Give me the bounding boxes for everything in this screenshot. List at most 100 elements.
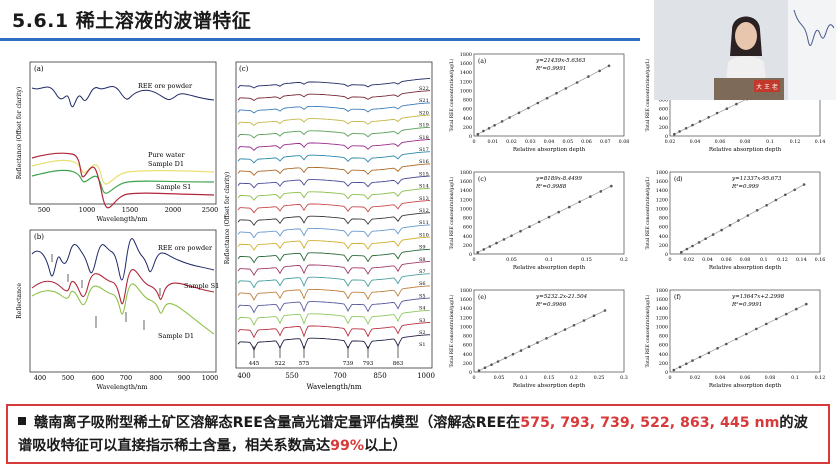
regression-ytick: 1000 bbox=[460, 324, 472, 330]
regression-xtick: 0.12 bbox=[777, 257, 788, 263]
regression-ytick: 600 bbox=[659, 343, 668, 349]
panel-c-sample-label: S6 bbox=[419, 281, 426, 287]
regression-ytick: 1400 bbox=[460, 188, 472, 194]
regression-r2: R²=0.9988 bbox=[535, 183, 567, 190]
regression-point bbox=[545, 337, 548, 340]
regression-point bbox=[716, 347, 719, 350]
regression-point bbox=[495, 241, 498, 245]
regression-point bbox=[476, 251, 480, 254]
regression-point bbox=[598, 69, 601, 73]
regression-ytick: 800 bbox=[463, 334, 472, 340]
panel-a-series-ore bbox=[31, 86, 215, 108]
regression-point bbox=[685, 362, 688, 366]
regression-point bbox=[536, 341, 539, 344]
title-bar: 5.6.1 稀土溶液的波谱特征 bbox=[0, 0, 836, 41]
panel-a-frame bbox=[29, 61, 217, 205]
regression-point bbox=[483, 366, 487, 369]
panel-c-ylabel: Reflectance (Offset for clarity) bbox=[224, 172, 231, 265]
regression-letter: (e) bbox=[478, 294, 486, 301]
panel-c-curve bbox=[237, 309, 431, 327]
caption-highlight-bands: 575, 793, 739, 522, 863, 445 nm bbox=[520, 415, 780, 431]
regression-ytick: 400 bbox=[463, 234, 472, 240]
regression-ytick: 1800 bbox=[656, 288, 668, 294]
regression-xtick: 0.05 bbox=[562, 139, 573, 145]
regression-point bbox=[735, 337, 738, 341]
regression-point bbox=[684, 127, 688, 130]
regression-point bbox=[728, 224, 732, 227]
regression-ytick: 1800 bbox=[656, 170, 668, 176]
panel-b-series-d1 bbox=[31, 283, 215, 335]
regression-xtick: 0.08 bbox=[619, 139, 630, 145]
regression-ytick: 1800 bbox=[460, 52, 472, 58]
regression-point bbox=[691, 359, 694, 362]
nameplate bbox=[754, 80, 780, 92]
panel-a-label-ore: REE ore powder bbox=[138, 82, 193, 90]
regression-point bbox=[678, 130, 681, 133]
regression-point bbox=[537, 220, 541, 224]
regression-xtick: 0 bbox=[472, 257, 475, 263]
regression-xtick: 0.04 bbox=[690, 139, 701, 145]
regression-point bbox=[476, 132, 480, 136]
panel-b-xtick: 1000 bbox=[202, 374, 219, 382]
regression-point bbox=[477, 369, 481, 372]
panel-c-xtick: 850 bbox=[373, 372, 386, 380]
panel-c-curves bbox=[237, 78, 431, 351]
regression-frame bbox=[669, 289, 821, 373]
regression-xtick: 0.02 bbox=[665, 139, 676, 145]
regression-ytick: 0 bbox=[469, 370, 472, 376]
panel-c-curve bbox=[237, 90, 431, 102]
panel-c-xlabel: Wavelength/nm bbox=[306, 383, 361, 391]
regression-xtick: 0.12 bbox=[790, 139, 801, 145]
regression-xtick: 0 bbox=[668, 257, 671, 263]
panel-a-label-s1: Sample S1 bbox=[156, 183, 191, 191]
regression-point bbox=[607, 64, 611, 68]
regression-xtick: 0.14 bbox=[796, 257, 807, 263]
regression-letter: (a) bbox=[478, 58, 486, 65]
regression-point bbox=[737, 219, 740, 222]
regression-ytick: 400 bbox=[659, 234, 668, 240]
regression-ytick: 600 bbox=[659, 225, 668, 231]
panel-c-xticks: 400 550 700 850 1000 bbox=[237, 372, 435, 380]
regression-xtick: 0.2 bbox=[570, 375, 578, 381]
panel-b-xtick: 900 bbox=[178, 374, 190, 382]
regression-ylabel: Total REE concentration/(μg/L) bbox=[644, 294, 651, 367]
regression-point bbox=[725, 342, 728, 346]
title-underline bbox=[0, 38, 640, 41]
regression-point bbox=[765, 322, 768, 326]
regression-ytick: 1800 bbox=[460, 170, 472, 176]
panel-c-curve bbox=[237, 297, 431, 314]
panel-c-curve bbox=[237, 334, 431, 351]
regression-equation: y=11337x-95.673 bbox=[731, 176, 782, 182]
regression-point bbox=[715, 111, 719, 115]
panel-c-sample-label: S5 bbox=[419, 293, 426, 299]
panel-c-sample-labels: S22 S21 S20 S19 S18 S17 S16 S15 S14 S13 S12 S11 S10 S… bbox=[419, 86, 429, 348]
regression-r2: R²=0.9991 bbox=[731, 301, 762, 308]
regression-ytick: 1000 bbox=[656, 324, 668, 330]
regression-ytick: 600 bbox=[463, 107, 472, 113]
panel-c-curve bbox=[237, 261, 431, 276]
panel-c-xtick: 400 bbox=[237, 372, 250, 380]
regression-ylabel: Total REE concentration/(μg/L) bbox=[644, 58, 651, 131]
panel-c-curve bbox=[237, 200, 431, 214]
panel-c-sample-label: S1 bbox=[419, 342, 426, 348]
regression-point bbox=[592, 314, 596, 317]
regression-point bbox=[610, 184, 613, 188]
regression-ytick: 1000 bbox=[460, 88, 472, 94]
regression-xtick: 0.1 bbox=[791, 375, 799, 381]
regression-ytick: 1200 bbox=[460, 315, 472, 321]
regression-xtick: 0.02 bbox=[683, 257, 694, 263]
panel-c-sample-label: S19 bbox=[419, 123, 429, 129]
panel-a-letter: (a) bbox=[34, 65, 44, 73]
panel-c-sample-label: S17 bbox=[419, 147, 429, 153]
regression-xtick: 0.08 bbox=[740, 139, 751, 145]
regression-point bbox=[555, 91, 558, 95]
regression-ytick: 1800 bbox=[460, 288, 472, 294]
regression-point bbox=[575, 81, 579, 84]
regression-point bbox=[755, 327, 758, 331]
regression-point bbox=[557, 210, 560, 214]
regression-frame bbox=[473, 171, 625, 255]
regression-ytick: 1200 bbox=[656, 315, 668, 321]
regression-point bbox=[775, 317, 778, 321]
regression-point bbox=[795, 307, 798, 311]
panel-b-xtick: 500 bbox=[62, 374, 74, 382]
